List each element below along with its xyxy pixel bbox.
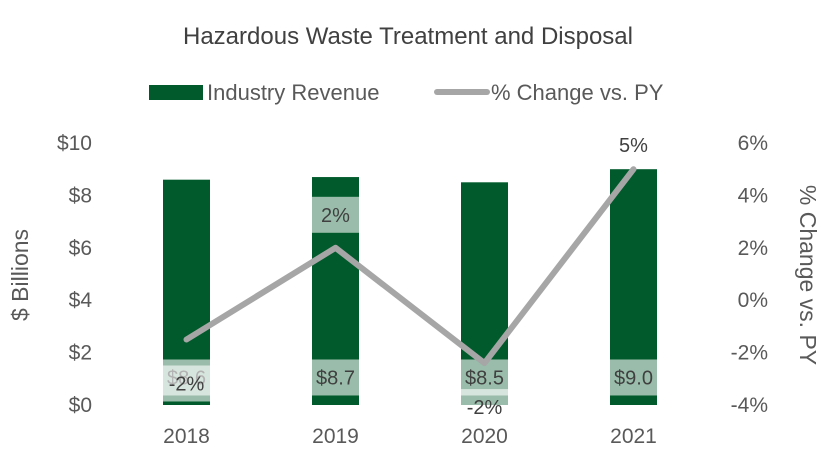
pct-value-label: -2% bbox=[169, 374, 205, 396]
y-tick-label: $2 bbox=[69, 342, 92, 365]
y-tick-label: $0 bbox=[69, 394, 92, 417]
bars bbox=[163, 169, 657, 405]
bar-labels: $8.6$8.7$8.5$9.0 bbox=[163, 359, 657, 396]
pct-labels: -2% 2% -2% 5% bbox=[163, 135, 648, 426]
y2-axis-title: % Change vs. PY bbox=[795, 185, 821, 365]
y2-tick-label: -2% bbox=[731, 342, 768, 365]
y2-tick-label: 6% bbox=[738, 132, 768, 155]
y-tick-label: $6 bbox=[69, 237, 92, 260]
bar-value-label: $9.0 bbox=[614, 367, 653, 389]
legend-label-pct-change: % Change vs. PY bbox=[491, 80, 664, 105]
bar-value-label: $8.5 bbox=[465, 367, 504, 389]
y-axis-title: $ Billions bbox=[7, 229, 33, 321]
y2-tick-label: 2% bbox=[738, 237, 768, 260]
pct-change-line bbox=[183, 166, 637, 367]
y2-axis-ticks: -4% -2% 0% 2% 4% 6% bbox=[731, 132, 768, 417]
pct-label-bg bbox=[461, 389, 508, 426]
legend-swatch-industry-revenue bbox=[149, 85, 203, 100]
legend-label-industry-revenue: Industry Revenue bbox=[207, 80, 379, 105]
y2-tick-label: -4% bbox=[731, 394, 768, 417]
line-series bbox=[183, 166, 637, 367]
y-tick-label: $4 bbox=[69, 289, 93, 312]
bar-value-label: $8.7 bbox=[316, 367, 355, 389]
pct-label-bg bbox=[163, 365, 210, 402]
y2-tick-label: 0% bbox=[738, 289, 768, 312]
chart-title: Hazardous Waste Treatment and Disposal bbox=[183, 23, 633, 50]
bar-label-bg bbox=[610, 359, 657, 396]
y-tick-label: $10 bbox=[57, 132, 92, 155]
x-tick-label: 2018 bbox=[163, 425, 210, 448]
pct-value-label: 2% bbox=[321, 205, 350, 227]
legend: Industry Revenue % Change vs. PY bbox=[149, 80, 664, 105]
x-tick-label: 2019 bbox=[312, 425, 359, 448]
x-tick-label: 2020 bbox=[461, 425, 508, 448]
y-tick-label: $8 bbox=[69, 184, 92, 207]
pct-value-label: -2% bbox=[467, 397, 503, 419]
x-axis-ticks: 2018 2019 2020 2021 bbox=[163, 425, 657, 448]
pct-value-label: 5% bbox=[619, 135, 648, 157]
y-axis-ticks: $0 $2 $4 $6 $8 $10 bbox=[57, 132, 92, 417]
x-tick-label: 2021 bbox=[610, 425, 657, 448]
y2-tick-label: 4% bbox=[738, 184, 768, 207]
bar-label-bg bbox=[312, 359, 359, 396]
pct-label-bg bbox=[312, 196, 359, 233]
